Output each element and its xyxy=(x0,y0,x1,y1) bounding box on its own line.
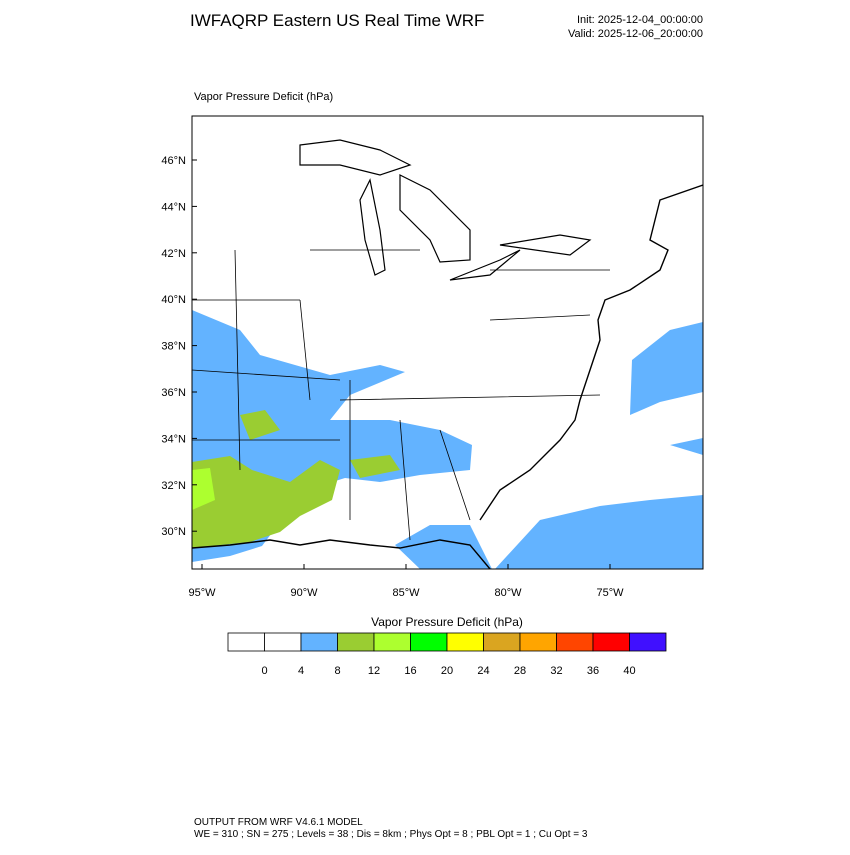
colorbar-label: 4 xyxy=(298,665,304,677)
lon-label: 85°W xyxy=(392,587,420,599)
colorbar-box xyxy=(410,632,448,652)
shading-blue-atlantic xyxy=(495,322,703,569)
colorbar-label: 36 xyxy=(587,665,599,677)
footer-line1: OUTPUT FROM WRF V4.6.1 MODEL xyxy=(194,817,363,828)
colorbar-label: 28 xyxy=(514,665,526,677)
lat-label: 38°N xyxy=(161,341,186,353)
colorbar-label: 0 xyxy=(261,665,267,677)
map-frame xyxy=(191,115,704,570)
valid-time: Valid: 2025-12-06_20:00:00 xyxy=(568,28,703,40)
colorbar-label: 12 xyxy=(368,665,380,677)
colorbar-box xyxy=(446,632,484,652)
colorbar-box xyxy=(483,632,521,652)
colorbar-label: 32 xyxy=(550,665,562,677)
footer-line2: WE = 310 ; SN = 275 ; Levels = 38 ; Dis … xyxy=(194,829,588,840)
colorbar-label: 16 xyxy=(404,665,416,677)
shading-green xyxy=(192,410,400,548)
colorbar-title: Vapor Pressure Deficit (hPa) xyxy=(371,615,523,629)
shading-lightgreen xyxy=(192,468,215,510)
lat-label: 40°N xyxy=(161,294,186,306)
lon-label: 90°W xyxy=(290,587,318,599)
colorbar: 0 4 8 12 16 20 24 28 32 36 40 xyxy=(227,632,667,677)
colorbar-label: 20 xyxy=(441,665,453,677)
colorbar-box xyxy=(337,632,375,652)
coastline xyxy=(192,184,703,569)
colorbar-box xyxy=(629,632,667,652)
shading-blue-gulf xyxy=(395,525,492,569)
colorbar-label: 8 xyxy=(334,665,340,677)
colorbar-box xyxy=(556,632,594,652)
init-time: Init: 2025-12-04_00:00:00 xyxy=(577,14,703,26)
lon-label: 80°W xyxy=(494,587,522,599)
colorbar-box xyxy=(300,632,338,652)
great-lakes xyxy=(299,139,592,281)
lat-label: 44°N xyxy=(161,201,186,213)
lat-label: 32°N xyxy=(161,480,186,492)
colorbar-box xyxy=(264,632,302,652)
colorbar-label: 24 xyxy=(477,665,489,677)
lat-label: 30°N xyxy=(161,526,186,538)
lat-labels: 46°N 44°N 42°N 40°N 38°N 36°N 34°N 32°N 30°N xyxy=(161,155,197,538)
colorbar-box xyxy=(227,632,265,652)
colorbar-box xyxy=(519,632,557,652)
lat-label: 46°N xyxy=(161,155,186,167)
map xyxy=(191,115,704,570)
lat-label: 42°N xyxy=(161,248,186,260)
lat-label: 34°N xyxy=(161,433,186,445)
field-label: Vapor Pressure Deficit (hPa) xyxy=(194,91,333,103)
colorbar-box xyxy=(592,632,630,652)
lon-labels: 95°W 90°W 85°W 80°W 75°W xyxy=(188,564,624,599)
lon-label: 75°W xyxy=(596,587,624,599)
lon-label: 95°W xyxy=(188,587,216,599)
colorbar-label: 40 xyxy=(623,665,635,677)
title: IWFAQRP Eastern US Real Time WRF xyxy=(190,11,484,30)
colorbar-box xyxy=(373,632,411,652)
lat-label: 36°N xyxy=(161,387,186,399)
state-borders xyxy=(192,249,610,541)
